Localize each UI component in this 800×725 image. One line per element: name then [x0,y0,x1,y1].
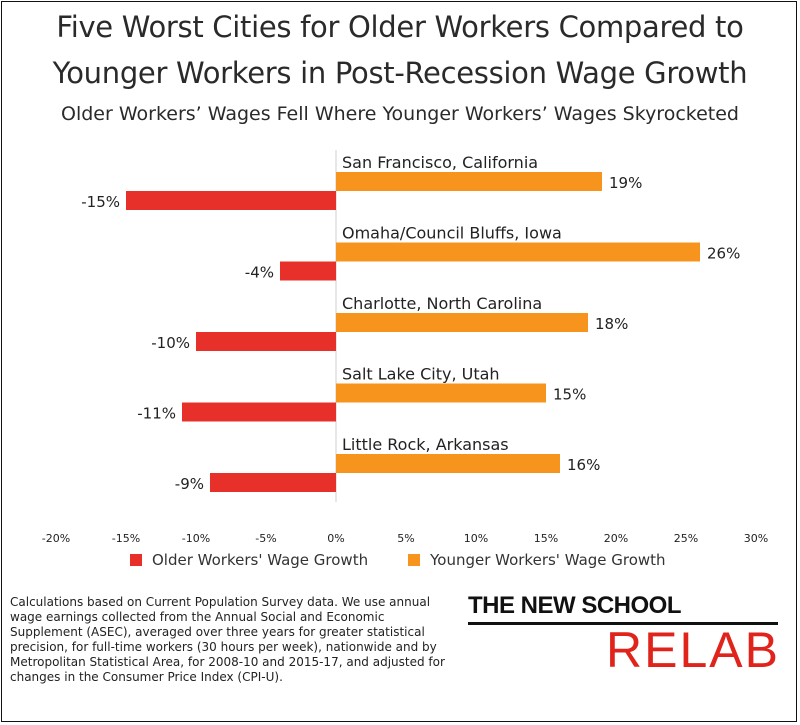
x-tick-label: 10% [464,532,488,545]
x-tick-label: -10% [182,532,210,545]
younger-value-label: 26% [707,245,740,263]
younger-bar [336,383,546,403]
chart-title: Five Worst Cities for Older Workers Comp… [0,4,800,96]
bar-chart: San Francisco, California 19% -15% Omaha/Co… [42,150,768,545]
x-tick-label: 0% [327,532,344,545]
x-tick-label: 25% [674,532,698,545]
younger-bar [336,172,602,191]
x-tick-label: 20% [604,532,628,545]
x-tick-label: 30% [744,532,768,545]
title-line-1: Five Worst Cities for Older Workers Comp… [56,10,744,44]
legend-item-older: Older Workers' Wage Growth [130,551,368,569]
older-value-label: -11% [137,405,176,423]
older-bar [196,332,336,351]
older-value-label: -10% [151,334,190,352]
x-tick-label: 5% [397,532,414,545]
older-value-label: -9% [175,475,204,493]
younger-bar [336,242,700,262]
footnote: Calculations based on Current Population… [10,595,445,684]
new-school-relab-logo: THE NEW SCHOOL RELAB [468,592,788,675]
older-bar [126,191,336,210]
category-label: San Francisco, California [342,153,538,172]
legend: Older Workers' Wage Growth Younger Worke… [130,551,706,569]
legend-swatch-older [130,554,142,566]
younger-value-label: 15% [553,386,586,404]
younger-bar [336,313,588,332]
category-label: Little Rock, Arkansas [342,435,509,454]
category-label: Salt Lake City, Utah [342,365,500,384]
younger-value-label: 16% [567,456,600,474]
older-bar [182,402,336,422]
category-label: Charlotte, North Carolina [342,294,542,313]
logo-bottom-text: RELAB [606,622,780,678]
x-tick-label: -5% [255,532,276,545]
legend-item-younger: Younger Workers' Wage Growth [408,551,666,569]
legend-label-younger: Younger Workers' Wage Growth [430,551,666,569]
legend-label-older: Older Workers' Wage Growth [152,551,369,569]
logo-divider [468,622,778,625]
younger-bar [336,454,560,473]
older-value-label: -15% [81,193,120,211]
x-tick-label: -15% [112,532,140,545]
younger-value-label: 19% [609,174,642,192]
older-bar [280,261,336,281]
legend-swatch-younger [408,554,421,566]
category-label: Omaha/Council Bluffs, Iowa [342,224,562,243]
title-line-2: Younger Workers in Post-Recession Wage G… [52,56,748,90]
older-bar [210,473,336,492]
x-tick-label: -20% [42,532,70,545]
chart-subtitle: Older Workers’ Wages Fell Where Younger … [61,103,739,125]
x-tick-label: 15% [534,532,558,545]
younger-value-label: 18% [595,315,628,333]
older-value-label: -4% [245,264,274,282]
logo-top-text: THE NEW SCHOOL [468,592,682,619]
